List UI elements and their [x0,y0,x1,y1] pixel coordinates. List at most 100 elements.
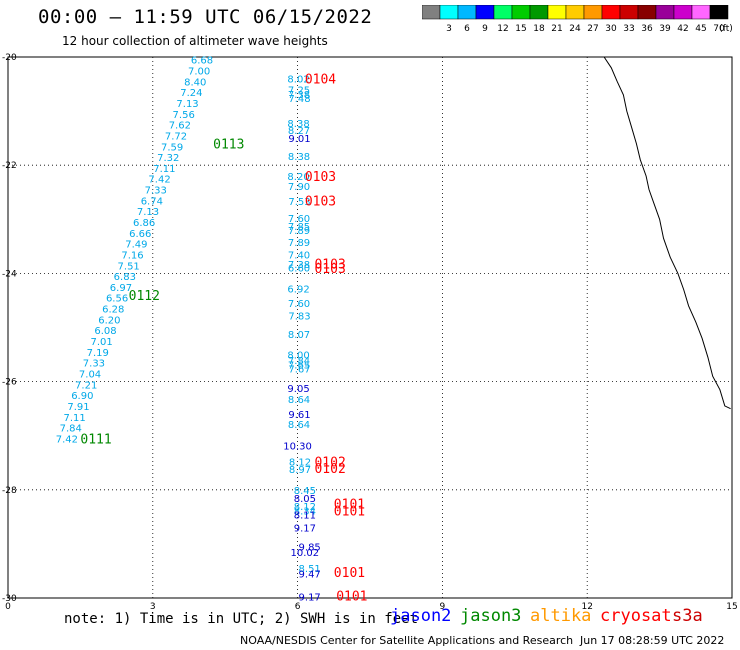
wave-height-point: 7.11 [63,413,85,424]
wave-height-point: 6.56 [106,294,128,305]
wave-height-point: 7.11 [153,164,175,175]
x-tick-label: 3 [150,602,156,610]
wave-height-point: 8.97 [289,465,311,476]
wave-height-point: 7.38 [288,260,310,271]
wave-height-point: 9.17 [294,524,316,535]
coastline [603,56,731,410]
color-scale-label: 30 [605,24,617,34]
wave-height-point: 6.92 [287,285,309,296]
color-scale-label: 27 [587,24,598,34]
color-scale-legend: 3 6 9 12 15 18 21 24 27 30 33 36 39 42 45 70(ft) [422,5,732,34]
color-scale-label: 21 [551,24,562,34]
x-tick-label: 9 [440,602,446,610]
wave-height-point: 7.32 [157,153,179,164]
wave-height-point: 7.60 [288,299,310,310]
wave-height-point: 9.47 [299,570,321,581]
wave-height-point: 7.62 [169,121,191,132]
wave-height-point: 6.66 [129,229,151,240]
wave-height-point: 8.40 [184,77,206,88]
wave-height-point: 7.42 [56,434,78,445]
color-scale-swatch [709,5,729,20]
wave-height-point: 6.20 [98,315,120,326]
wave-height-point: 6.74 [141,196,163,207]
wave-height-point: 7.13 [137,207,159,218]
x-tick-label: 0 [5,602,11,610]
wave-height-point: 6.90 [71,391,93,402]
wave-height-point: 8.51 [299,564,321,575]
legend-s3a: s3a [672,606,703,626]
wave-height-point: 9.85 [299,543,321,554]
wave-height-point: 8.64 [288,395,310,406]
x-tick-label: 6 [295,602,301,610]
wave-height-point: 7.85 [288,222,310,233]
y-tick-label: -24 [2,269,17,279]
color-scale-label: 42 [677,24,688,34]
wave-height-point: 7.00 [188,67,210,78]
y-tick-label: -30 [2,594,17,604]
wave-height-point: 7.65 [288,360,310,371]
wave-height-point: 8.38 [288,152,310,163]
wave-height-point: 7.25 [288,85,310,96]
color-scale-label: 33 [623,24,634,34]
wave-height-point: 7.42 [148,175,170,186]
wave-height-point: 9.05 [287,384,309,395]
wave-height-point: 7.89 [288,238,310,249]
wave-height-point: 7.19 [87,348,109,359]
color-scale-label: 36 [641,24,653,34]
wave-height-point: 7.48 [288,94,310,105]
color-scale-label: 70 [713,24,725,34]
pass-label: 0103 [305,170,336,185]
page-subtitle: 12 hour collection of altimeter wave hei… [62,34,328,48]
color-scale-unit: (ft) [719,24,732,34]
plot-frame [7,56,733,599]
wave-height-point: 7.60 [288,214,310,225]
wave-height-point: 7.13 [176,99,198,110]
wave-height-point: 7.84 [288,356,310,367]
legend-jason2: jason2 [390,606,452,626]
wave-height-point: 8.11 [294,511,316,522]
x-tick-label: 15 [726,602,737,610]
wave-height-point: 9.17 [299,592,321,603]
wave-height-point: 6.60 [288,263,310,274]
wave-height-point: 6.97 [110,283,132,294]
color-scale-label: 24 [569,24,581,34]
wave-height-point: 6.28 [102,305,124,316]
wave-height-point: 7.33 [83,359,105,370]
pass-label: 0101 [334,566,365,581]
y-tick-label: -28 [2,486,17,496]
wave-height-point: 7.90 [288,182,310,193]
wave-height-point: 8.64 [288,420,310,431]
color-scale-label: 12 [497,24,508,34]
wave-height-point: 7.53 [288,197,310,208]
pass-label: 0103 [314,258,345,273]
wave-height-point: 8.12 [289,458,311,469]
pass-label: 0113 [213,138,244,153]
wave-height-point: 8.27 [288,126,310,137]
wave-height-point: 9.61 [288,410,310,421]
wave-height-point: 8.34 [294,506,316,517]
color-scale-label: 18 [533,24,545,34]
pass-label: 0104 [305,73,336,88]
wave-height-point: 7.40 [288,250,310,261]
wave-height-point: 9.01 [288,134,310,145]
page-title: 00:00 – 11:59 UTC 06/15/2022 [38,6,373,28]
wave-height-point: 7.33 [145,186,167,197]
wave-height-point: 7.67 [288,365,310,376]
wave-height-point: 7.01 [91,337,113,348]
footnote: note: 1) Time is in UTC; 2) SWH is in fe… [64,611,419,627]
color-scale-label: 39 [659,24,671,34]
wave-height-point: 7.56 [173,110,195,121]
legend-altika: altika [530,606,592,626]
color-scale-label: 6 [464,24,470,34]
wave-height-point: 8.05 [294,494,316,505]
wave-height-point: 8.12 [294,502,316,513]
wave-height-point: 8.00 [287,351,309,362]
wave-height-point: 7.83 [288,312,310,323]
wave-height-point: 6.08 [94,326,116,337]
pass-label: 0101 [334,497,365,512]
color-scale-label: 9 [482,24,488,34]
pass-label: 0101 [334,504,365,519]
wave-height-point: 10.30 [283,441,312,452]
wave-height-point: 7.84 [60,424,82,435]
y-tick-label: -22 [2,161,17,171]
